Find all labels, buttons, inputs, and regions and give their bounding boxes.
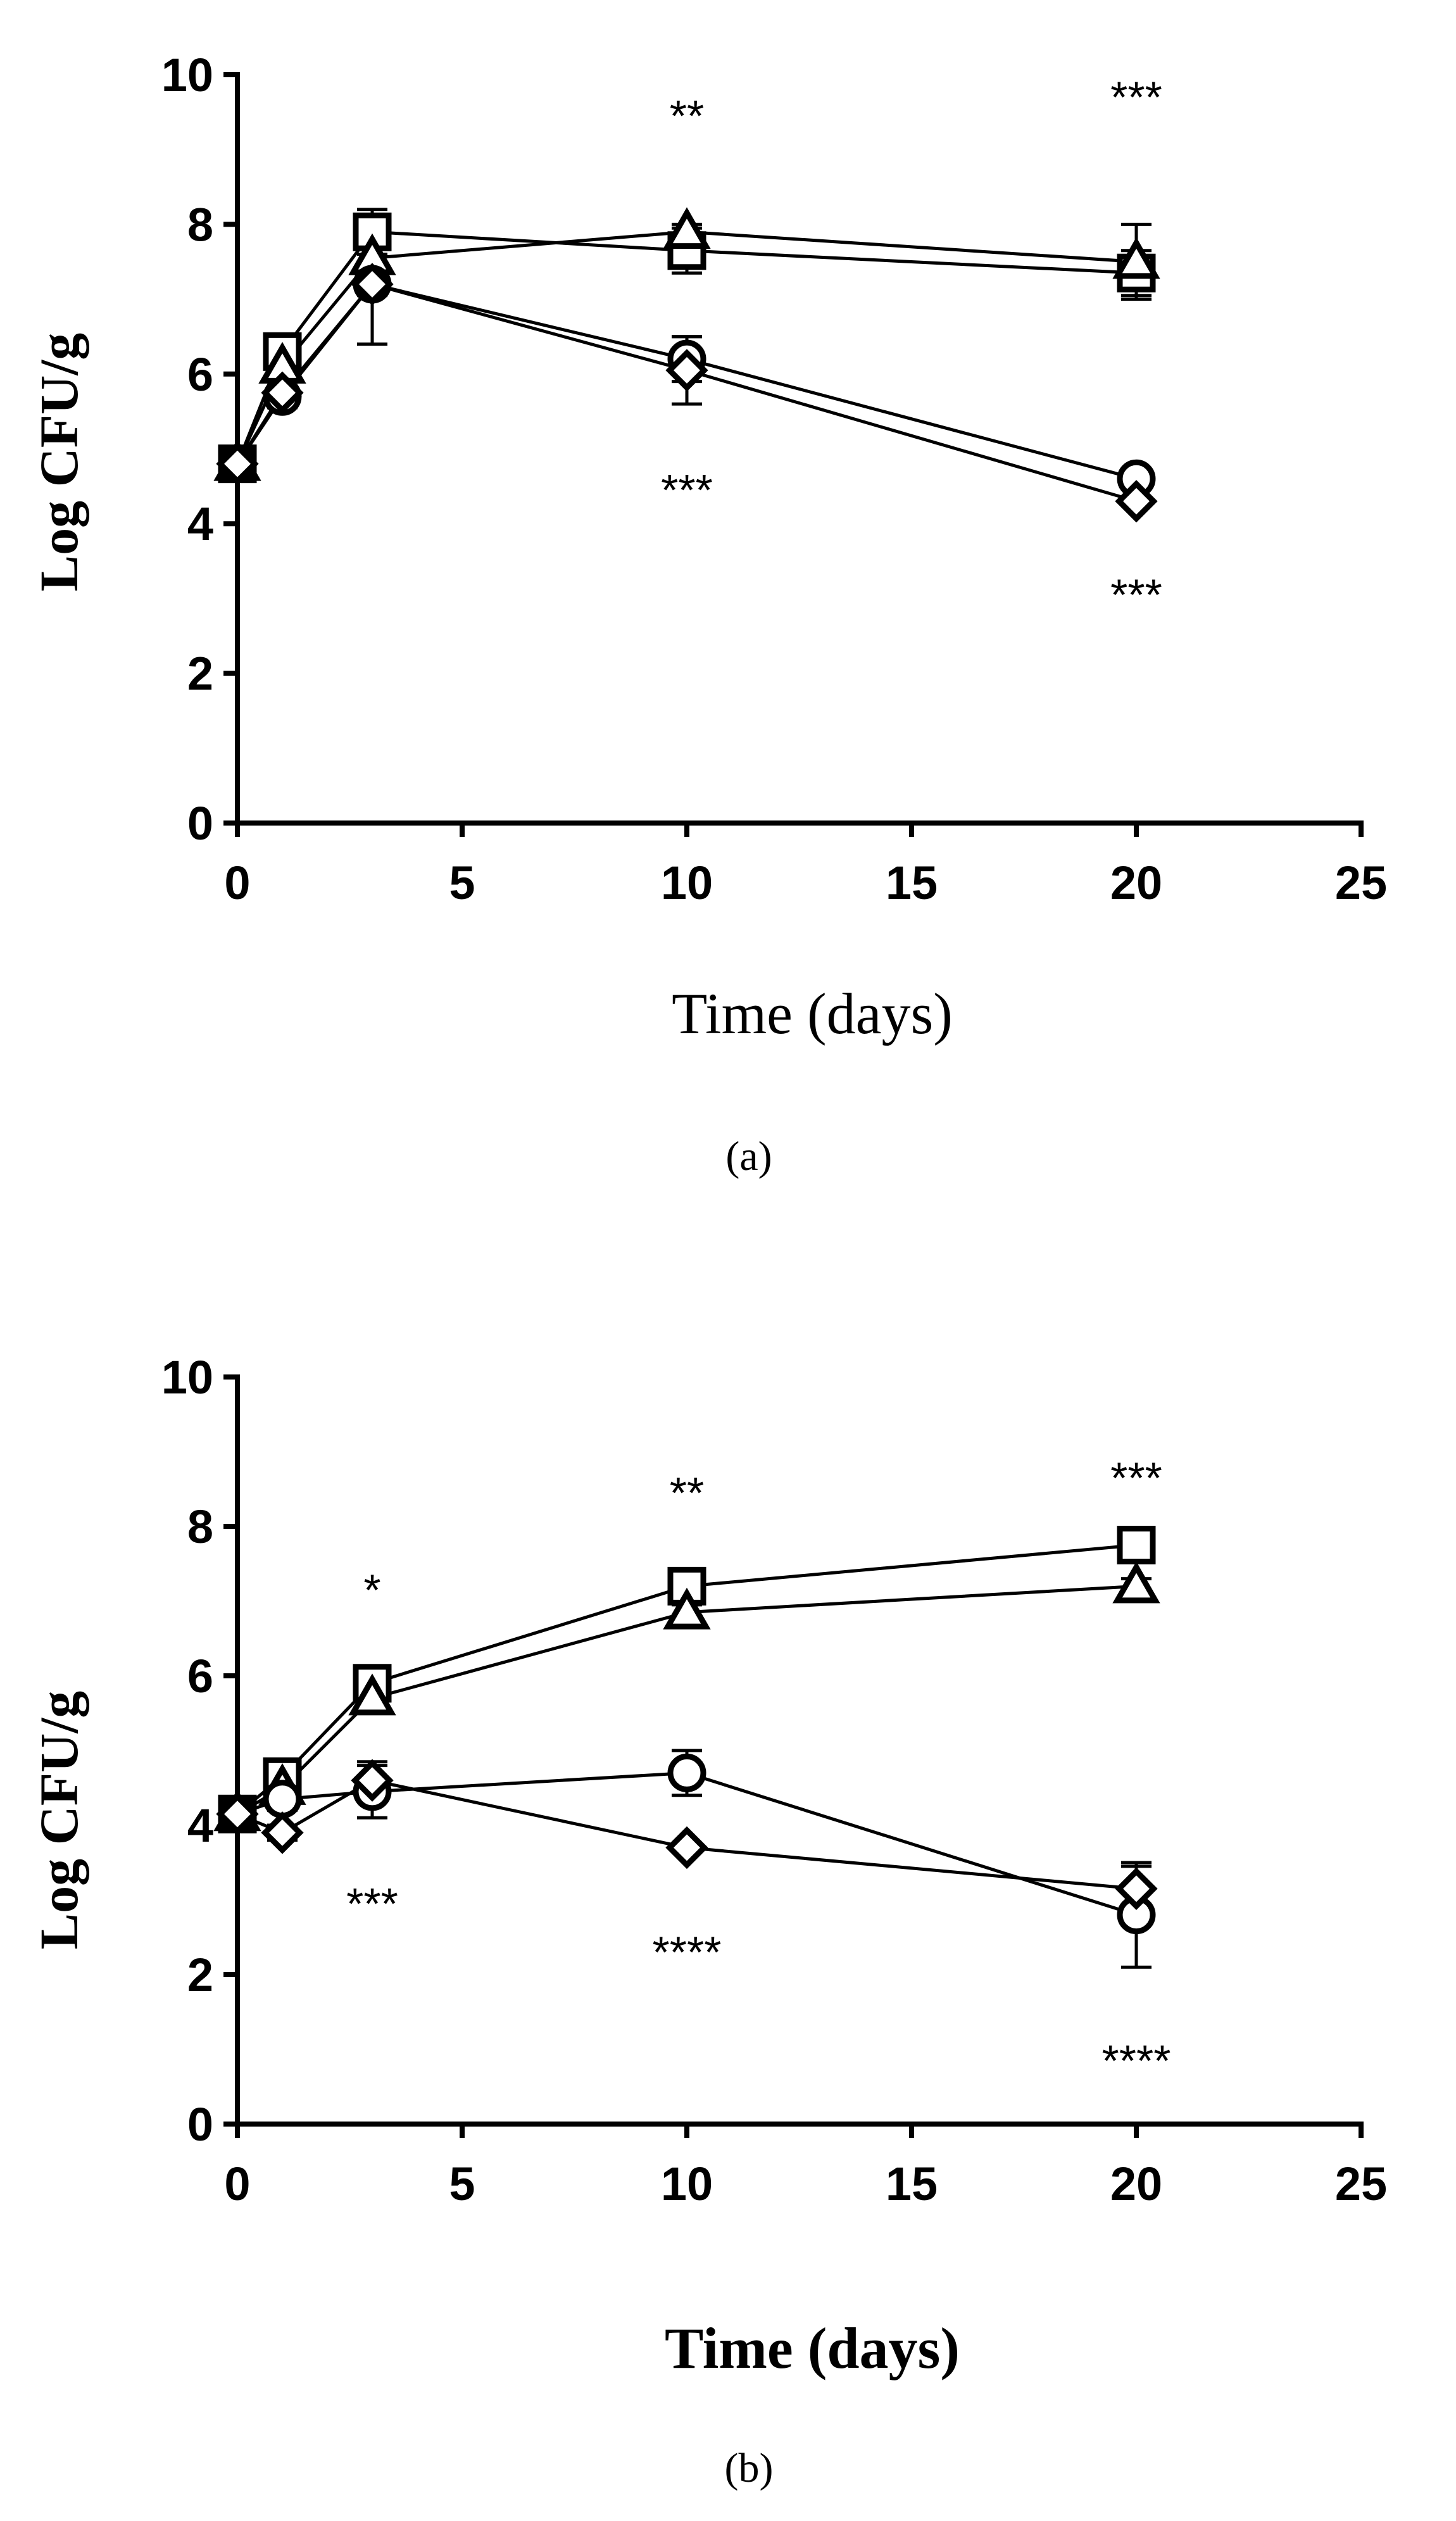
x-axis-label-a: Time (days) (672, 981, 953, 1046)
data-point-diamond-b (261, 1811, 304, 1854)
significance-label-b: * (363, 1565, 380, 1614)
y-tick-label-a: 0 (187, 797, 213, 850)
data-point-diamond-a (216, 442, 259, 486)
y-axis-label-b: Log CFU/g (28, 1691, 89, 1950)
data-point-square-b (1117, 1526, 1156, 1564)
x-axis-label-b: Time (days) (665, 2316, 960, 2380)
y-tick-label-b: 6 (187, 1650, 213, 1702)
y-tick-label-a: 8 (187, 198, 213, 251)
data-point-diamond-b (351, 1759, 394, 1802)
data-point-diamond-a (1115, 480, 1158, 523)
significance-label-b: *** (346, 1879, 398, 1928)
y-tick-label-b: 8 (187, 1500, 213, 1553)
data-point-triangle-a (663, 207, 711, 249)
x-tick-label-b: 25 (1335, 2158, 1387, 2210)
y-tick-label-a: 4 (187, 498, 213, 550)
data-point-diamond-b (216, 1792, 259, 1835)
data-point-diamond-a (261, 371, 304, 415)
y-tick-label-a: 10 (161, 49, 213, 101)
y-tick-label-a: 2 (187, 648, 213, 700)
data-point-triangle-b (663, 1587, 711, 1630)
significance-label-b: **** (1102, 2036, 1171, 2085)
x-tick-label-b: 5 (449, 2158, 475, 2210)
significance-label-a: *** (1110, 570, 1162, 620)
y-tick-label-a: 6 (187, 348, 213, 401)
y-tick-label-b: 10 (161, 1351, 213, 1404)
y-tick-label-b: 2 (187, 1949, 213, 2001)
x-tick-label-a: 10 (661, 857, 713, 909)
significance-label-b: ** (670, 1468, 704, 1518)
x-tick-label-a: 15 (886, 857, 938, 909)
x-tick-label-b: 15 (886, 2158, 938, 2210)
data-point-circle-b (263, 1780, 302, 1819)
x-tick-label-b: 10 (661, 2158, 713, 2210)
significance-label-a: *** (661, 465, 713, 515)
data-point-triangle-a (1112, 237, 1160, 279)
y-tick-label-b: 4 (187, 1799, 213, 1852)
x-tick-label-a: 5 (449, 857, 475, 909)
x-tick-label-a: 0 (224, 857, 250, 909)
x-tick-label-b: 20 (1110, 2158, 1162, 2210)
caption-a: (a) (725, 1133, 772, 1179)
x-tick-label-a: 20 (1110, 857, 1162, 909)
data-point-diamond-a (665, 349, 708, 392)
x-tick-label-b: 0 (224, 2158, 250, 2210)
significance-label-b: *** (1110, 1453, 1162, 1502)
data-point-square-a (353, 212, 392, 251)
data-point-circle-b (667, 1753, 706, 1792)
significance-label-a: *** (1110, 73, 1162, 122)
data-point-triangle-b (1112, 1561, 1160, 1604)
x-tick-label-a: 25 (1335, 857, 1387, 909)
y-axis-label-a: Log CFU/g (28, 333, 89, 592)
data-point-triangle-b (348, 1673, 396, 1716)
caption-b: (b) (725, 2445, 774, 2491)
data-point-diamond-a (351, 263, 394, 306)
data-point-diamond-b (1115, 1867, 1158, 1910)
significance-label-b: **** (653, 1928, 722, 1977)
y-tick-label-b: 0 (187, 2098, 213, 2151)
significance-label-a: ** (670, 91, 704, 141)
data-point-diamond-b (665, 1826, 708, 1870)
